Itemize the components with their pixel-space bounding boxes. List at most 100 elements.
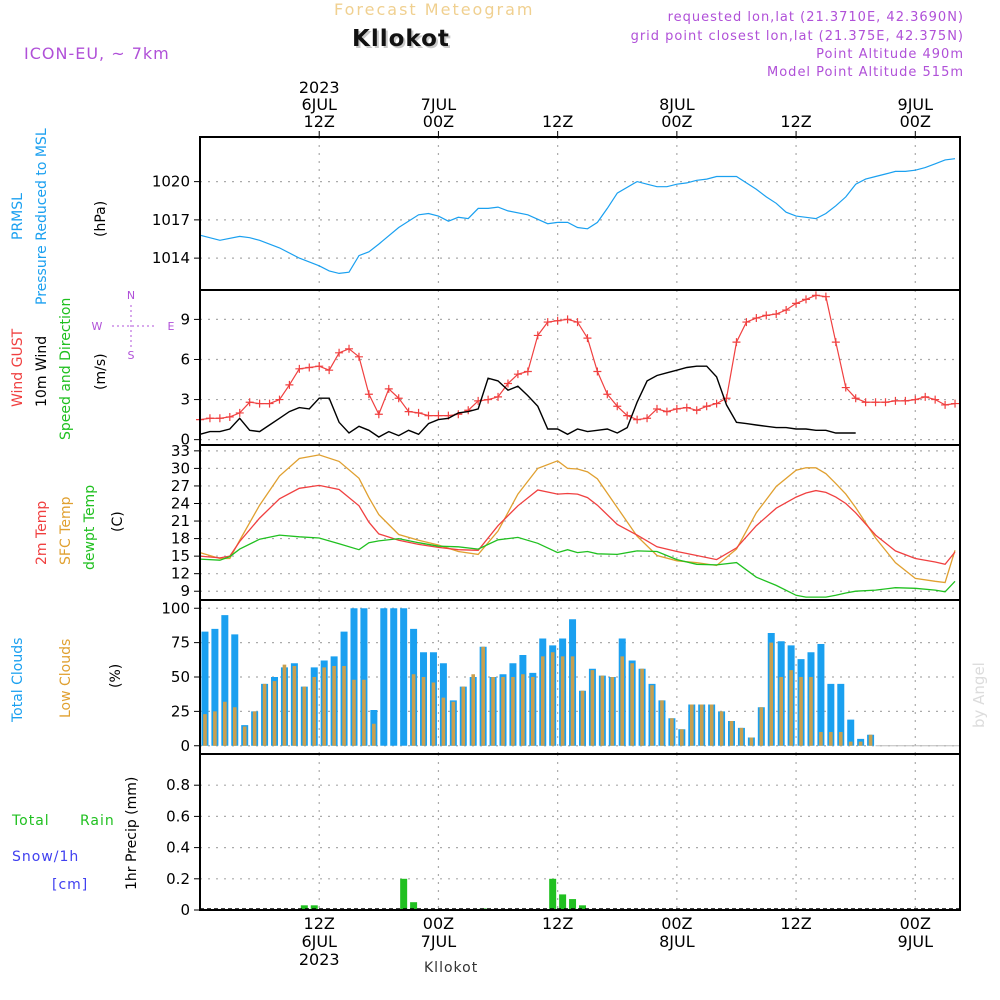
pct-label: (%) [108, 664, 124, 688]
top-time-label: 12Z [542, 112, 573, 131]
ytick-label: 100 [161, 599, 190, 617]
c-label: (C) [110, 511, 126, 532]
compass-w: W [92, 320, 103, 333]
gust-marker [494, 392, 503, 401]
low-cloud-bar [670, 718, 674, 746]
low-cloud-bar [252, 711, 257, 746]
total-cloud-bar [211, 628, 219, 746]
precip-bar [559, 894, 567, 910]
low-cloud-bar [600, 675, 605, 746]
precip-rain-label: Rain [80, 813, 115, 829]
gust-marker [295, 364, 304, 373]
gust-marker [802, 295, 811, 304]
low-cloud-bar [580, 690, 585, 746]
gust-marker [831, 338, 840, 347]
low-cloud-bar [719, 711, 724, 746]
bottom-time-label: 9JUL [898, 932, 934, 951]
low-cloud-bar [749, 737, 754, 746]
gust-series [199, 294, 956, 421]
ytick-label: 0 [180, 737, 190, 755]
low-cloud-bar [461, 686, 466, 746]
wind-series [199, 365, 856, 438]
low-cloud-bar [630, 663, 634, 746]
ytick-label: 24 [171, 494, 190, 512]
top-time-label: 7JUL [421, 95, 457, 114]
dew-label: dewpt Temp [82, 485, 98, 570]
low-clouds-label: Low Clouds [58, 639, 74, 718]
bottom-time-label: 00Z [661, 914, 692, 933]
ytick-label: 6 [180, 350, 190, 368]
precip-bar [410, 902, 418, 910]
low-cloud-bar [322, 667, 326, 746]
gust-marker [374, 410, 383, 419]
grid-layer [194, 131, 960, 911]
gust-marker [484, 395, 493, 404]
gust-marker [911, 395, 920, 404]
gust-marker [424, 411, 433, 420]
gust-marker [851, 394, 860, 403]
gust-marker [513, 370, 522, 379]
top-time-label: 6JUL [301, 95, 337, 114]
low-cloud-bar [441, 697, 446, 746]
gust-marker [881, 398, 890, 407]
gust-marker [325, 366, 334, 375]
low-cloud-bar [689, 704, 694, 746]
low-cloud-bar [242, 726, 247, 746]
gust-marker [941, 400, 950, 409]
ytick-label: 12 [171, 565, 190, 583]
low-cloud-bar [799, 677, 803, 746]
low-cloud-bar [521, 674, 525, 746]
low-cloud-bar [809, 677, 813, 746]
precip-bar [578, 905, 586, 910]
pressure-desc-label: Pressure Reduced to MSL [34, 128, 50, 305]
watermark: by Angel [970, 662, 988, 728]
precip-snow-label: Snow/1h [12, 849, 79, 865]
low-cloud-bar [789, 670, 793, 746]
gust-marker [434, 411, 443, 420]
total-cloud-bar [201, 631, 209, 746]
gust-marker [573, 318, 582, 327]
prmsl-label: PRMSL [10, 193, 26, 240]
gust-marker [235, 408, 244, 417]
gust-marker [533, 331, 542, 340]
gust-marker [285, 380, 294, 389]
footer-location: Kllokot [424, 960, 478, 976]
gust-marker [523, 367, 532, 376]
low-cloud-bar [481, 646, 485, 746]
top-time-label: 12Z [780, 112, 811, 131]
low-cloud-bar [312, 677, 317, 746]
top-time-label: 8JUL [659, 95, 695, 114]
gust-marker [682, 403, 691, 412]
low-cloud-bar [560, 656, 565, 746]
ytick-label: 3 [180, 391, 190, 409]
low-cloud-bar [282, 664, 287, 746]
panel-frames [199, 136, 961, 911]
gust-marker [384, 384, 393, 393]
gust-marker [901, 396, 910, 405]
gust-marker [692, 406, 701, 415]
hpa-label: (hPa) [93, 201, 109, 237]
point-altitude: Point Altitude 490m [816, 47, 964, 62]
low-cloud-bar [769, 642, 774, 746]
low-cloud-bar [471, 674, 476, 746]
model-label: ICON-EU, ~ 7km [24, 44, 170, 63]
compass-s: S [128, 349, 135, 362]
low-cloud-bar [302, 686, 307, 746]
gust-marker [861, 398, 870, 407]
ytick-label: 0 [180, 431, 190, 449]
total-clouds-label: Total Clouds [10, 638, 26, 723]
ytick-label: 27 [171, 477, 190, 495]
bottom-time-label: 00Z [423, 914, 454, 933]
low-cloud-bar [779, 677, 783, 746]
low-cloud-bar [372, 723, 376, 746]
gust-marker [414, 408, 423, 417]
bottom-time-label: 12Z [304, 914, 335, 933]
total-cloud-bar [380, 608, 388, 746]
gust-marker [662, 407, 671, 416]
compass-e: E [168, 320, 175, 333]
data-layer [196, 158, 960, 911]
panel-frame-1 [199, 289, 961, 446]
gust-marker [931, 395, 940, 404]
top-time-label: 00Z [423, 112, 454, 131]
gust-marker [702, 402, 711, 411]
